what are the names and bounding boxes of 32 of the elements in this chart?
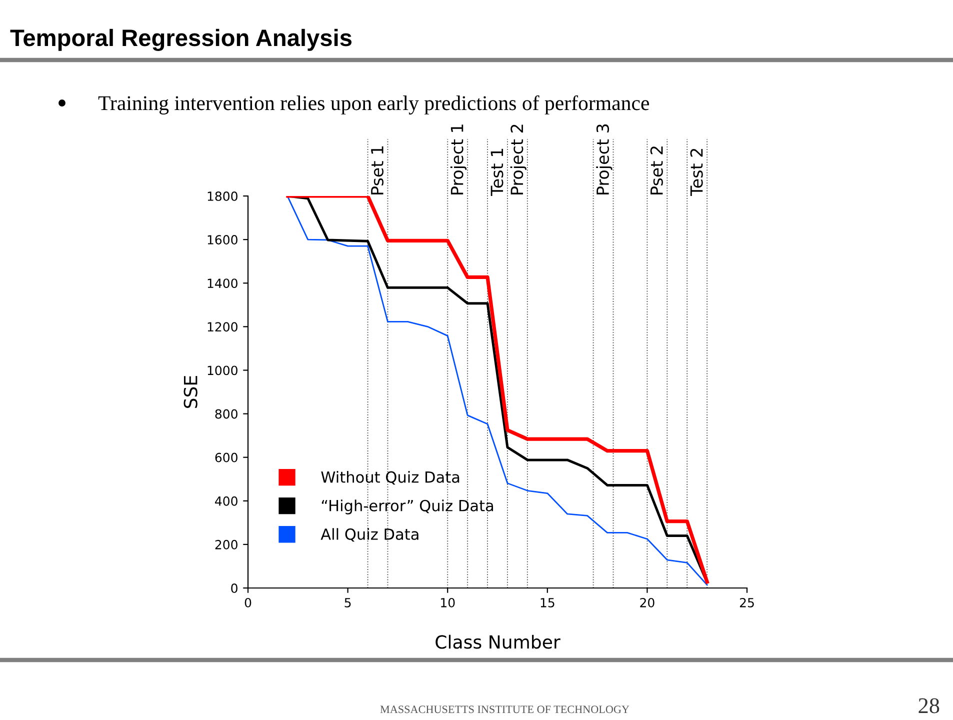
chart-title: Temporal Regression Analysis (10, 28, 352, 52)
x-tick-label: 0 (244, 598, 252, 608)
y-tick-label: 1600 (208, 235, 238, 244)
legend-label: All Quiz Data (320, 528, 418, 542)
x-tick-label: 5 (344, 598, 351, 608)
x-tick-label: 25 (740, 598, 754, 608)
text: 28 (918, 698, 940, 714)
ref-line-label: Pset 1 (371, 146, 384, 194)
y-axis-title: SSE (184, 376, 198, 408)
y-tick-label: 400 (215, 496, 238, 506)
x-tick-label: 15 (540, 598, 554, 608)
y-tick-label: 800 (215, 409, 238, 419)
x-tick-label: 10 (441, 598, 455, 608)
y-tick-label: 0 (231, 583, 238, 593)
chart-subtitle: Training intervention relies upon early predictions of performance (98, 95, 650, 114)
ref-line-label: Project 2 (510, 124, 526, 194)
text: MASSACHUSETTS INSTITUTE OF TECHNOLOGY (380, 706, 630, 714)
ref-line-label: Test 2 (690, 148, 703, 196)
y-tick-label: 1200 (208, 322, 238, 332)
ref-line-label: Project 1 (450, 124, 467, 194)
x-axis-title: Class Number (436, 634, 560, 649)
ref-line-label: Project 3 (596, 124, 612, 194)
legend-label: Without Quiz Data (321, 471, 460, 485)
y-tick-label: 1400 (208, 278, 238, 288)
legend-label: “High-error” Quiz Data (322, 500, 494, 514)
ref-line-label: Test 1 (490, 148, 504, 196)
y-tick-label: 200 (215, 540, 238, 550)
y-tick-label: 1000 (208, 366, 238, 376)
ref-line-label: Pset 2 (650, 146, 663, 194)
y-tick-label: 600 (215, 452, 238, 462)
x-tick-label: 20 (640, 598, 654, 608)
y-tick-label: 1800 (208, 191, 238, 201)
